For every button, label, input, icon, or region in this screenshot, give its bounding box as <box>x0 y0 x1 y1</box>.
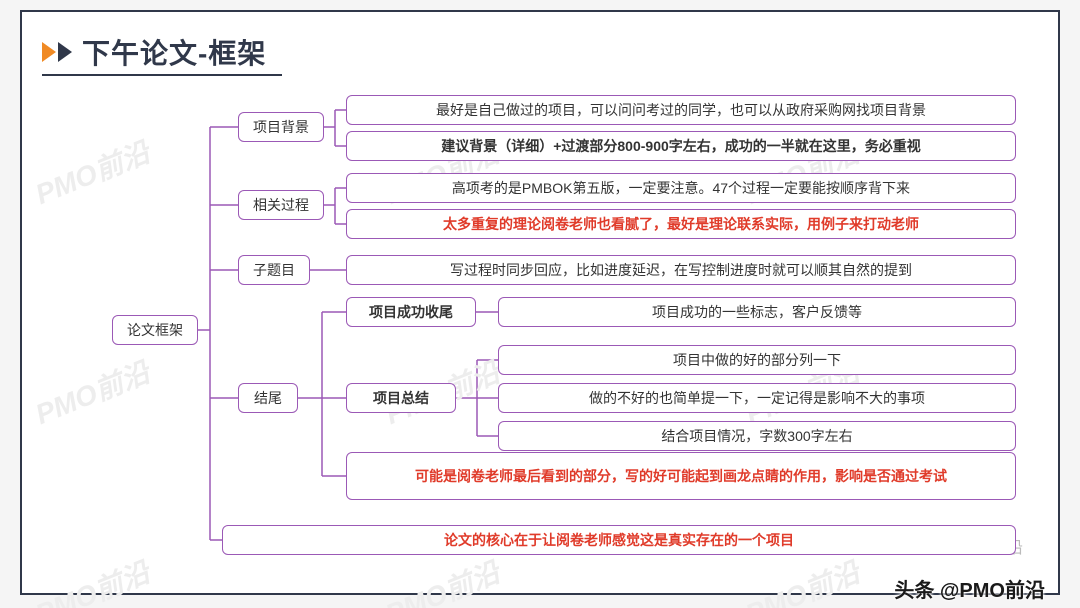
watermark-text: PMO前沿 <box>29 351 155 433</box>
mindmap-node: 太多重复的理论阅卷老师也看腻了，最好是理论联系实际，用例子来打动老师 <box>346 209 1016 239</box>
chevron-icons <box>42 42 72 62</box>
mindmap-node: 最好是自己做过的项目，可以问问考过的同学，也可以从政府采购网找项目背景 <box>346 95 1016 125</box>
slide-frame: 下午论文-框架 PMO前沿 PMO前沿PMO前沿PMO前沿PMO前沿PMO前沿P… <box>20 10 1060 595</box>
watermark-text: PMO前沿 <box>379 551 505 608</box>
mindmap-node: 子题目 <box>238 255 310 285</box>
mindmap-node: 写过程时同步回应，比如进度延迟，在写控制进度时就可以顺其自然的提到 <box>346 255 1016 285</box>
chevron-icon <box>42 42 56 62</box>
watermark-text: PMO前沿 <box>29 551 155 608</box>
mindmap-node: 建议背景（详细）+过渡部分800-900字左右，成功的一半就在这里，务必重视 <box>346 131 1016 161</box>
mindmap-node: 做的不好的也简单提一下，一定记得是影响不大的事项 <box>498 383 1016 413</box>
mindmap-node: 项目总结 <box>346 383 456 413</box>
mindmap-node: 结合项目情况，字数300字左右 <box>498 421 1016 451</box>
mindmap-node: 相关过程 <box>238 190 324 220</box>
mindmap-node: 项目成功的一些标志，客户反馈等 <box>498 297 1016 327</box>
mindmap-node: 项目背景 <box>238 112 324 142</box>
chevron-icon <box>58 42 72 62</box>
mindmap-node: 论文的核心在于让阅卷老师感觉这是真实存在的一个项目 <box>222 525 1016 555</box>
attribution-label: 头条 @PMO前沿 <box>894 574 1045 603</box>
mindmap-node: 可能是阅卷老师最后看到的部分，写的好可能起到画龙点睛的作用，影响是否通过考试 <box>346 452 1016 500</box>
mindmap-node: 结尾 <box>238 383 298 413</box>
mindmap-node: 高项考的是PMBOK第五版，一定要注意。47个过程一定要能按顺序背下来 <box>346 173 1016 203</box>
title-underline <box>42 74 282 76</box>
page-title: 下午论文-框架 <box>82 32 266 72</box>
watermark-text: PMO前沿 <box>29 131 155 213</box>
mindmap-node: 项目成功收尾 <box>346 297 476 327</box>
mindmap-node: 论文框架 <box>112 315 198 345</box>
title-row: 下午论文-框架 <box>42 32 266 72</box>
watermark-text: PMO前沿 <box>739 551 865 608</box>
mindmap-node: 项目中做的好的部分列一下 <box>498 345 1016 375</box>
